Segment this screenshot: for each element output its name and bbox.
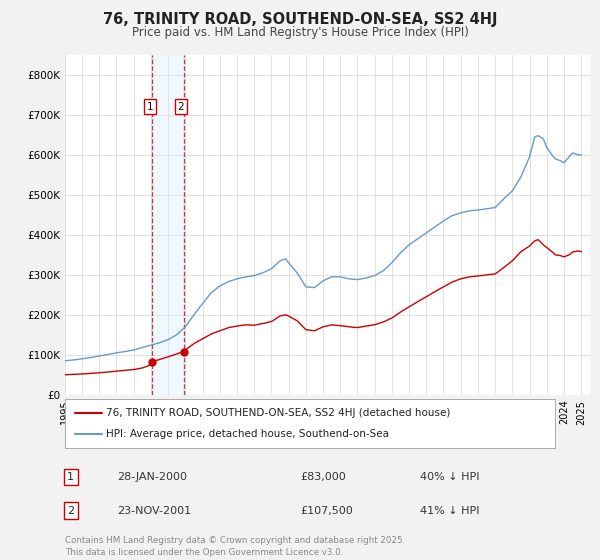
Text: 28-JAN-2000: 28-JAN-2000 <box>117 472 187 482</box>
Text: £107,500: £107,500 <box>300 506 353 516</box>
Text: 40% ↓ HPI: 40% ↓ HPI <box>420 472 479 482</box>
Text: 41% ↓ HPI: 41% ↓ HPI <box>420 506 479 516</box>
Bar <box>152 55 184 395</box>
Text: Contains HM Land Registry data © Crown copyright and database right 2025.
This d: Contains HM Land Registry data © Crown c… <box>65 536 405 557</box>
Text: 2: 2 <box>178 102 184 112</box>
Text: 1: 1 <box>146 102 153 112</box>
Text: HPI: Average price, detached house, Southend-on-Sea: HPI: Average price, detached house, Sout… <box>106 429 389 439</box>
Text: 2: 2 <box>67 506 74 516</box>
Text: £83,000: £83,000 <box>300 472 346 482</box>
Text: 1: 1 <box>67 472 74 482</box>
Text: 76, TRINITY ROAD, SOUTHEND-ON-SEA, SS2 4HJ (detached house): 76, TRINITY ROAD, SOUTHEND-ON-SEA, SS2 4… <box>106 408 451 418</box>
Text: Price paid vs. HM Land Registry's House Price Index (HPI): Price paid vs. HM Land Registry's House … <box>131 26 469 39</box>
Text: 76, TRINITY ROAD, SOUTHEND-ON-SEA, SS2 4HJ: 76, TRINITY ROAD, SOUTHEND-ON-SEA, SS2 4… <box>103 12 497 27</box>
Text: 23-NOV-2001: 23-NOV-2001 <box>117 506 191 516</box>
